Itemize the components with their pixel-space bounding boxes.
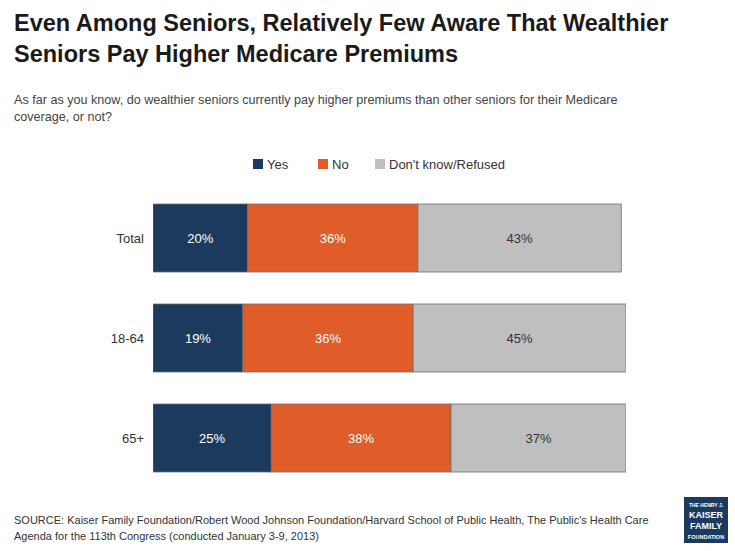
legend-swatch — [318, 159, 328, 169]
category-label: Total — [117, 231, 145, 246]
bars — [153, 204, 626, 472]
bar-segment — [413, 304, 626, 372]
bar-segment — [153, 404, 271, 472]
legend-label: Yes — [267, 157, 289, 172]
legend: Yes No Don't know/Refused — [253, 157, 505, 172]
logo-box — [684, 497, 728, 543]
data-label: 20% — [187, 231, 213, 246]
logo-text: THE HENRY J. — [689, 502, 724, 508]
bar-segment — [248, 204, 418, 272]
bar-segment — [418, 204, 621, 272]
legend-label: No — [332, 157, 349, 172]
chart: Even Among Seniors, Relatively Few Aware… — [0, 0, 735, 551]
data-label: 36% — [320, 231, 346, 246]
data-label: 38% — [348, 431, 374, 446]
subtitle: coverage, or not? — [14, 110, 112, 124]
bar-segment — [153, 204, 248, 272]
legend-swatch — [375, 159, 385, 169]
data-label: 45% — [507, 331, 533, 346]
data-label: 37% — [525, 431, 551, 446]
bar-segment — [153, 304, 243, 372]
bar-segment — [271, 404, 451, 472]
title: Seniors Pay Higher Medicare Premiums — [14, 41, 458, 67]
source: Agenda for the 113th Congress (conducted… — [14, 530, 319, 542]
source: SOURCE: Kaiser Family Foundation/Robert … — [14, 514, 649, 526]
logo-text: KAISER — [689, 510, 724, 520]
data-labels: 20% 36% 43% 19% 36% 45% 25% 38% 37% — [185, 231, 552, 446]
title: Even Among Seniors, Relatively Few Aware… — [14, 10, 668, 36]
data-label: 36% — [315, 331, 341, 346]
data-label: 25% — [199, 431, 225, 446]
bar-segment — [451, 404, 626, 472]
data-label: 19% — [185, 331, 211, 346]
logo: THE HENRY J. KAISERFAMILY FOUNDATION — [684, 497, 728, 543]
legend-label: Don't know/Refused — [389, 157, 505, 172]
category-label: 18-64 — [111, 331, 144, 346]
subtitle: As far as you know, do wealthier seniors… — [14, 93, 617, 107]
bar-segment — [243, 304, 413, 372]
logo-text: FAMILY — [690, 521, 722, 531]
data-label: 43% — [507, 231, 533, 246]
logo-text: FOUNDATION — [688, 534, 724, 540]
legend-swatch — [253, 159, 263, 169]
category-label: 65+ — [122, 431, 144, 446]
